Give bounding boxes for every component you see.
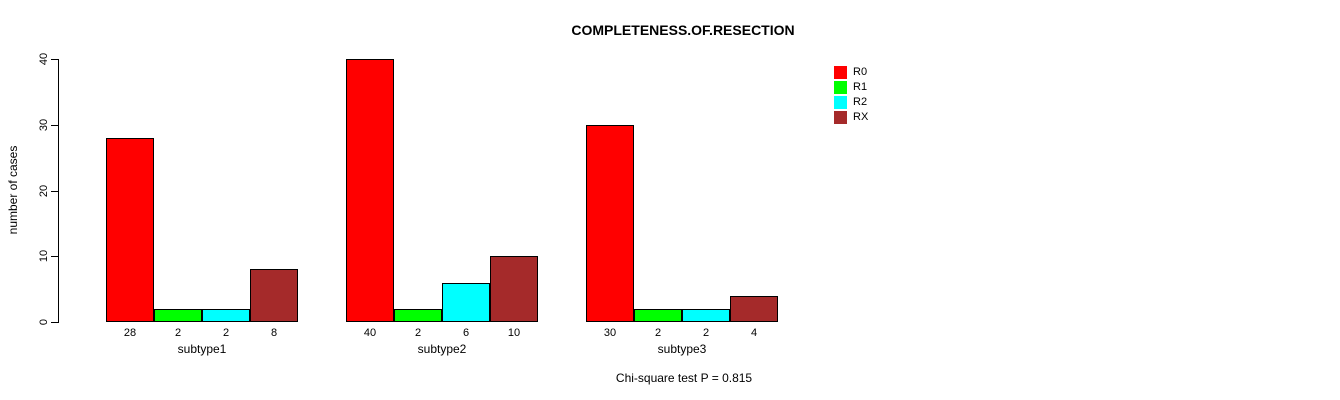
y-axis-tick: [51, 322, 58, 323]
bar-R2-subtype2: [442, 283, 490, 322]
x-category-label: subtype2: [417, 342, 467, 356]
bar-value-label: 4: [750, 327, 758, 339]
legend-swatch-R2: [834, 96, 847, 109]
bar-R0-subtype1: [106, 138, 154, 322]
bar-R1-subtype1: [154, 309, 202, 322]
x-category-label: subtype3: [657, 342, 707, 356]
bar-value-label: 28: [123, 327, 137, 339]
y-axis-tick: [51, 124, 58, 126]
bar-value-label: 2: [654, 327, 662, 339]
legend-item: RX: [834, 111, 868, 124]
y-axis-tick-label: 0: [38, 318, 50, 326]
bar-value-label: 2: [174, 327, 182, 339]
bar-value-label: 30: [603, 327, 617, 339]
legend-label: R1: [853, 81, 868, 93]
legend-item: R0: [834, 66, 868, 79]
chi-square-note: Chi-square test P = 0.815: [615, 371, 753, 385]
legend-label: RX: [853, 111, 869, 123]
y-axis-line: [58, 59, 59, 323]
legend-swatch-RX: [834, 111, 847, 124]
y-axis-tick: [51, 59, 58, 60]
legend-swatch-R0: [834, 66, 847, 79]
y-axis-tick-label: 10: [38, 250, 50, 263]
bar-R1-subtype2: [394, 309, 442, 322]
bar-R2-subtype1: [202, 309, 250, 322]
bar-R0-subtype3: [586, 125, 634, 322]
legend-label: R2: [853, 96, 868, 108]
bar-value-label: 40: [363, 327, 377, 339]
y-axis-tick: [51, 256, 58, 258]
y-axis-tick-label: 30: [38, 118, 50, 131]
bar-value-label: 2: [702, 327, 710, 339]
y-axis-tick-label: 20: [38, 184, 50, 197]
bar-value-label: 2: [222, 327, 230, 339]
legend-label: R0: [853, 66, 868, 78]
bar-value-label: 6: [462, 327, 470, 339]
bar-RX-subtype1: [250, 269, 298, 322]
bar-RX-subtype2: [490, 256, 538, 322]
y-axis-tick: [51, 190, 58, 192]
legend-item: R1: [834, 81, 868, 94]
bar-R1-subtype3: [634, 309, 682, 322]
bar-value-label: 2: [414, 327, 422, 339]
legend-item: R2: [834, 96, 868, 109]
bar-RX-subtype3: [730, 296, 778, 322]
legend: R0 R1 R2 RX: [834, 66, 868, 126]
bar-R2-subtype3: [682, 309, 730, 322]
x-category-label: subtype1: [177, 342, 227, 356]
bar-R0-subtype2: [346, 59, 394, 322]
chart-title: COMPLETENESS.OF.RESECTION: [571, 22, 795, 38]
y-axis-tick-label: 40: [38, 52, 50, 66]
legend-swatch-R1: [834, 81, 847, 94]
bar-value-label: 10: [507, 327, 521, 339]
y-axis-label: number of cases: [6, 145, 20, 235]
bar-value-label: 8: [270, 327, 278, 339]
